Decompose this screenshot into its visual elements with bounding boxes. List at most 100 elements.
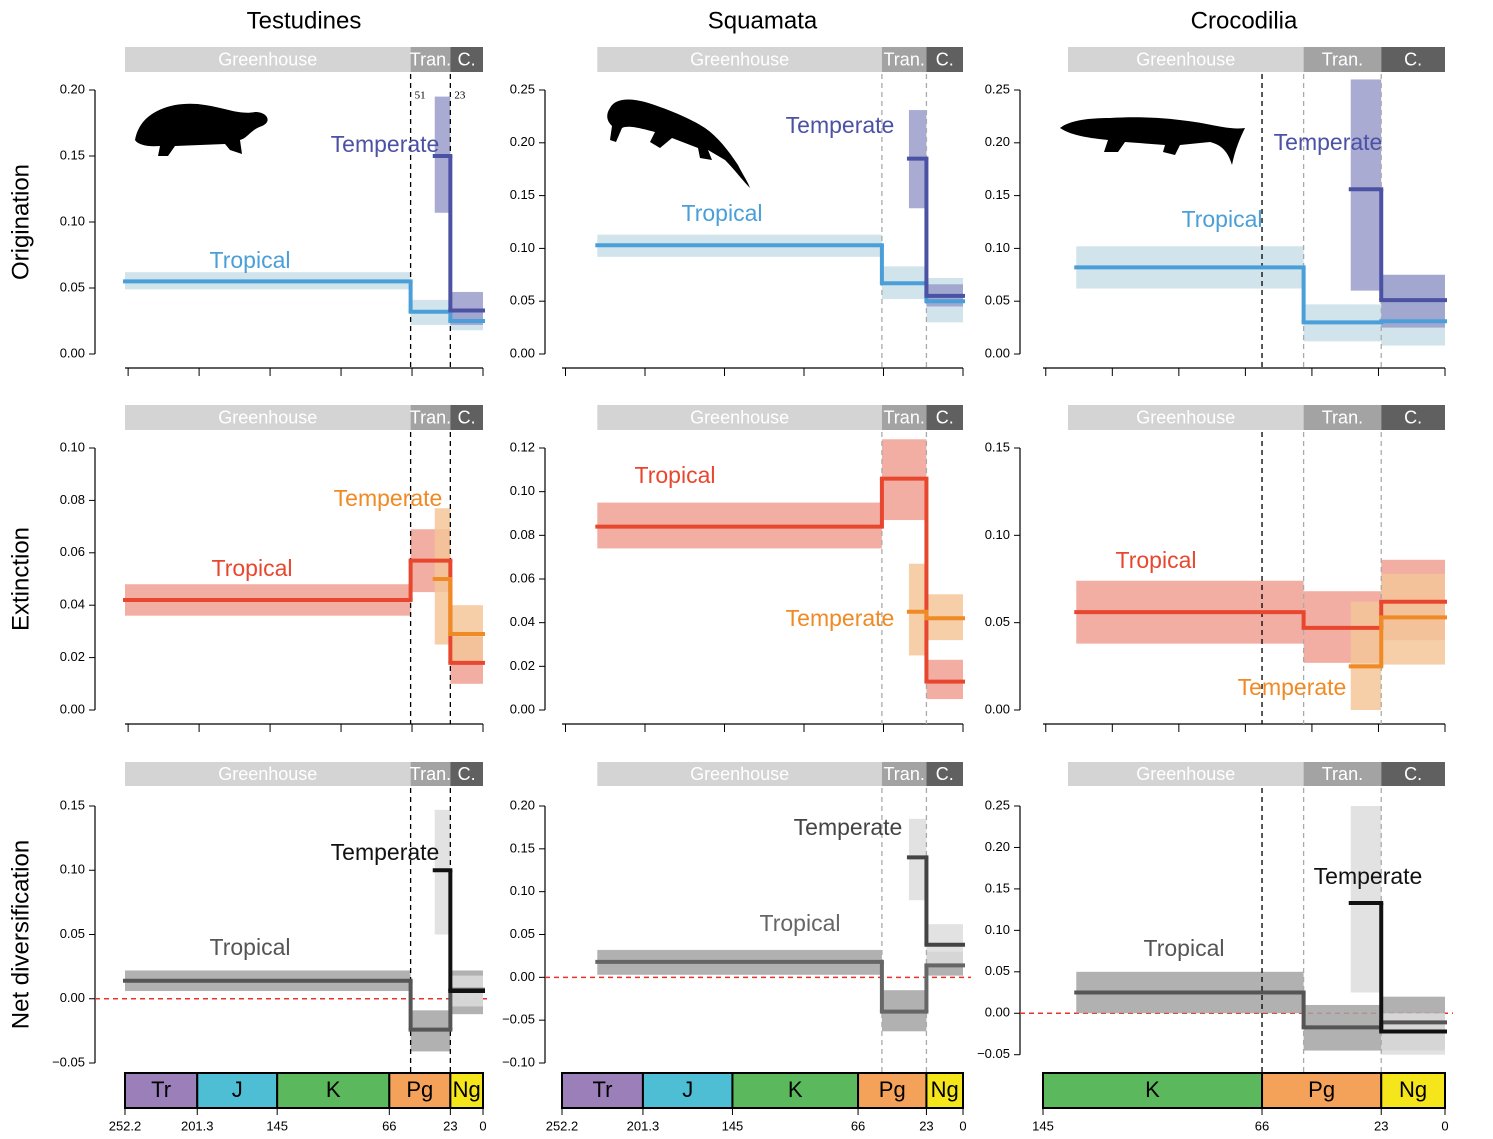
y-tick-label: 0.25 bbox=[510, 81, 535, 96]
y-tick-label: 0.02 bbox=[510, 658, 535, 673]
climate-label: C. bbox=[458, 407, 476, 427]
climate-label: C. bbox=[458, 764, 476, 784]
ci-band bbox=[1381, 1013, 1445, 1055]
y-tick-label: 0.05 bbox=[510, 293, 535, 308]
y-tick-label: 0.15 bbox=[60, 797, 85, 812]
x-tick-label: 145 bbox=[1032, 1118, 1054, 1133]
climate-band bbox=[1381, 47, 1445, 72]
series-label: Tropical bbox=[1182, 206, 1263, 232]
period-box bbox=[731, 1072, 860, 1109]
climate-label: Tran. bbox=[410, 764, 451, 784]
series-label: Tropical bbox=[212, 555, 293, 581]
y-tick-label: 0.10 bbox=[60, 213, 85, 228]
climate-label: C. bbox=[936, 407, 954, 427]
climate-band bbox=[1381, 762, 1445, 786]
y-tick-label: 0.20 bbox=[510, 134, 535, 149]
y-tick-label: 0.10 bbox=[510, 483, 535, 498]
y-tick-label: 0.05 bbox=[60, 926, 85, 941]
climate-label: Tran. bbox=[883, 49, 924, 69]
y-tick-label: 0.05 bbox=[510, 926, 535, 941]
period-label: Pg bbox=[1308, 1077, 1335, 1102]
y-tick-label: 0.20 bbox=[510, 797, 535, 812]
y-tick-label: 0.06 bbox=[60, 544, 85, 559]
series-label: Tropical bbox=[635, 462, 716, 488]
climate-label: Greenhouse bbox=[690, 49, 789, 69]
series-label: Temperate bbox=[334, 485, 443, 511]
climate-band bbox=[597, 405, 882, 430]
ci-band bbox=[908, 818, 927, 901]
boundary-label: 51 bbox=[415, 90, 426, 102]
climate-label: C. bbox=[936, 764, 954, 784]
x-tick-label: 0 bbox=[479, 1118, 486, 1133]
y-tick-label: −0.05 bbox=[502, 1012, 535, 1027]
climate-band bbox=[926, 405, 963, 430]
series-label: Temperate bbox=[794, 814, 903, 840]
y-tick-label: 0.00 bbox=[510, 345, 535, 360]
climate-label: Tran. bbox=[883, 764, 924, 784]
x-tick-label: 23 bbox=[443, 1118, 457, 1133]
period-label: K bbox=[1145, 1077, 1160, 1102]
y-tick-label: 0.20 bbox=[985, 134, 1010, 149]
series-label: Tropical bbox=[760, 910, 841, 936]
series-label: Temperate bbox=[331, 131, 440, 157]
climate-label: C. bbox=[1404, 407, 1422, 427]
climate-label: Tran. bbox=[410, 407, 451, 427]
climate-band bbox=[410, 405, 451, 430]
period-box bbox=[1380, 1072, 1447, 1109]
y-tick-label: 0.20 bbox=[60, 81, 85, 96]
x-tick-label: 145 bbox=[722, 1118, 744, 1133]
climate-band bbox=[597, 47, 882, 72]
column-title: Squamata bbox=[708, 7, 818, 34]
series-label: Temperate bbox=[331, 839, 440, 865]
series-label: Tropical bbox=[210, 247, 291, 273]
boundary-label: 23 bbox=[454, 90, 466, 102]
period-label: Ng bbox=[1399, 1077, 1427, 1102]
x-tick-label: 66 bbox=[851, 1118, 865, 1133]
series-label: Temperate bbox=[1314, 863, 1423, 889]
y-tick-label: 0.00 bbox=[510, 701, 535, 716]
period-box bbox=[196, 1072, 279, 1109]
y-tick-label: 0.00 bbox=[60, 701, 85, 716]
period-box bbox=[857, 1072, 928, 1109]
row-label: Origination bbox=[7, 164, 34, 280]
climate-label: Greenhouse bbox=[218, 407, 317, 427]
x-tick-label: 66 bbox=[382, 1118, 396, 1133]
ci-band bbox=[1350, 601, 1382, 710]
y-tick-label: 0.12 bbox=[510, 439, 535, 454]
x-tick-label: 201.3 bbox=[181, 1118, 214, 1133]
silhouettes bbox=[135, 99, 1245, 188]
climate-label: Tran. bbox=[1322, 49, 1363, 69]
lizard-silhouette bbox=[607, 99, 750, 188]
climate-label: Tran. bbox=[883, 407, 924, 427]
x-tick-label: 252.2 bbox=[546, 1118, 579, 1133]
climate-band bbox=[1067, 405, 1304, 430]
climate-label: Greenhouse bbox=[690, 407, 789, 427]
turtle-silhouette bbox=[135, 103, 268, 156]
climate-band bbox=[597, 762, 882, 786]
series-label: Temperate bbox=[1238, 674, 1347, 700]
period-label: J bbox=[682, 1077, 693, 1102]
y-tick-label: 0.25 bbox=[985, 81, 1010, 96]
climate-band bbox=[410, 762, 451, 786]
y-tick-label: 0.10 bbox=[60, 862, 85, 877]
y-tick-label: 0.25 bbox=[985, 797, 1010, 812]
climate-band bbox=[125, 405, 411, 430]
x-tick-label: 0 bbox=[1441, 1118, 1448, 1133]
climate-band bbox=[1067, 47, 1304, 72]
y-tick-label: 0.10 bbox=[60, 439, 85, 454]
y-tick-label: 0.15 bbox=[985, 187, 1010, 202]
period-label: Ng bbox=[453, 1077, 481, 1102]
climate-label: Greenhouse bbox=[1136, 764, 1235, 784]
y-tick-label: 0.04 bbox=[60, 597, 85, 612]
climate-label: Tran. bbox=[1322, 407, 1363, 427]
climate-band bbox=[1303, 47, 1382, 72]
x-tick-label: 252.2 bbox=[109, 1118, 142, 1133]
climate-band bbox=[881, 47, 927, 72]
x-tick-label: 66 bbox=[1255, 1118, 1269, 1133]
y-tick-label: 0.15 bbox=[60, 147, 85, 162]
climate-band bbox=[1303, 405, 1382, 430]
column-title: Testudines bbox=[247, 7, 362, 34]
y-tick-label: 0.05 bbox=[985, 614, 1010, 629]
climate-band bbox=[410, 47, 451, 72]
